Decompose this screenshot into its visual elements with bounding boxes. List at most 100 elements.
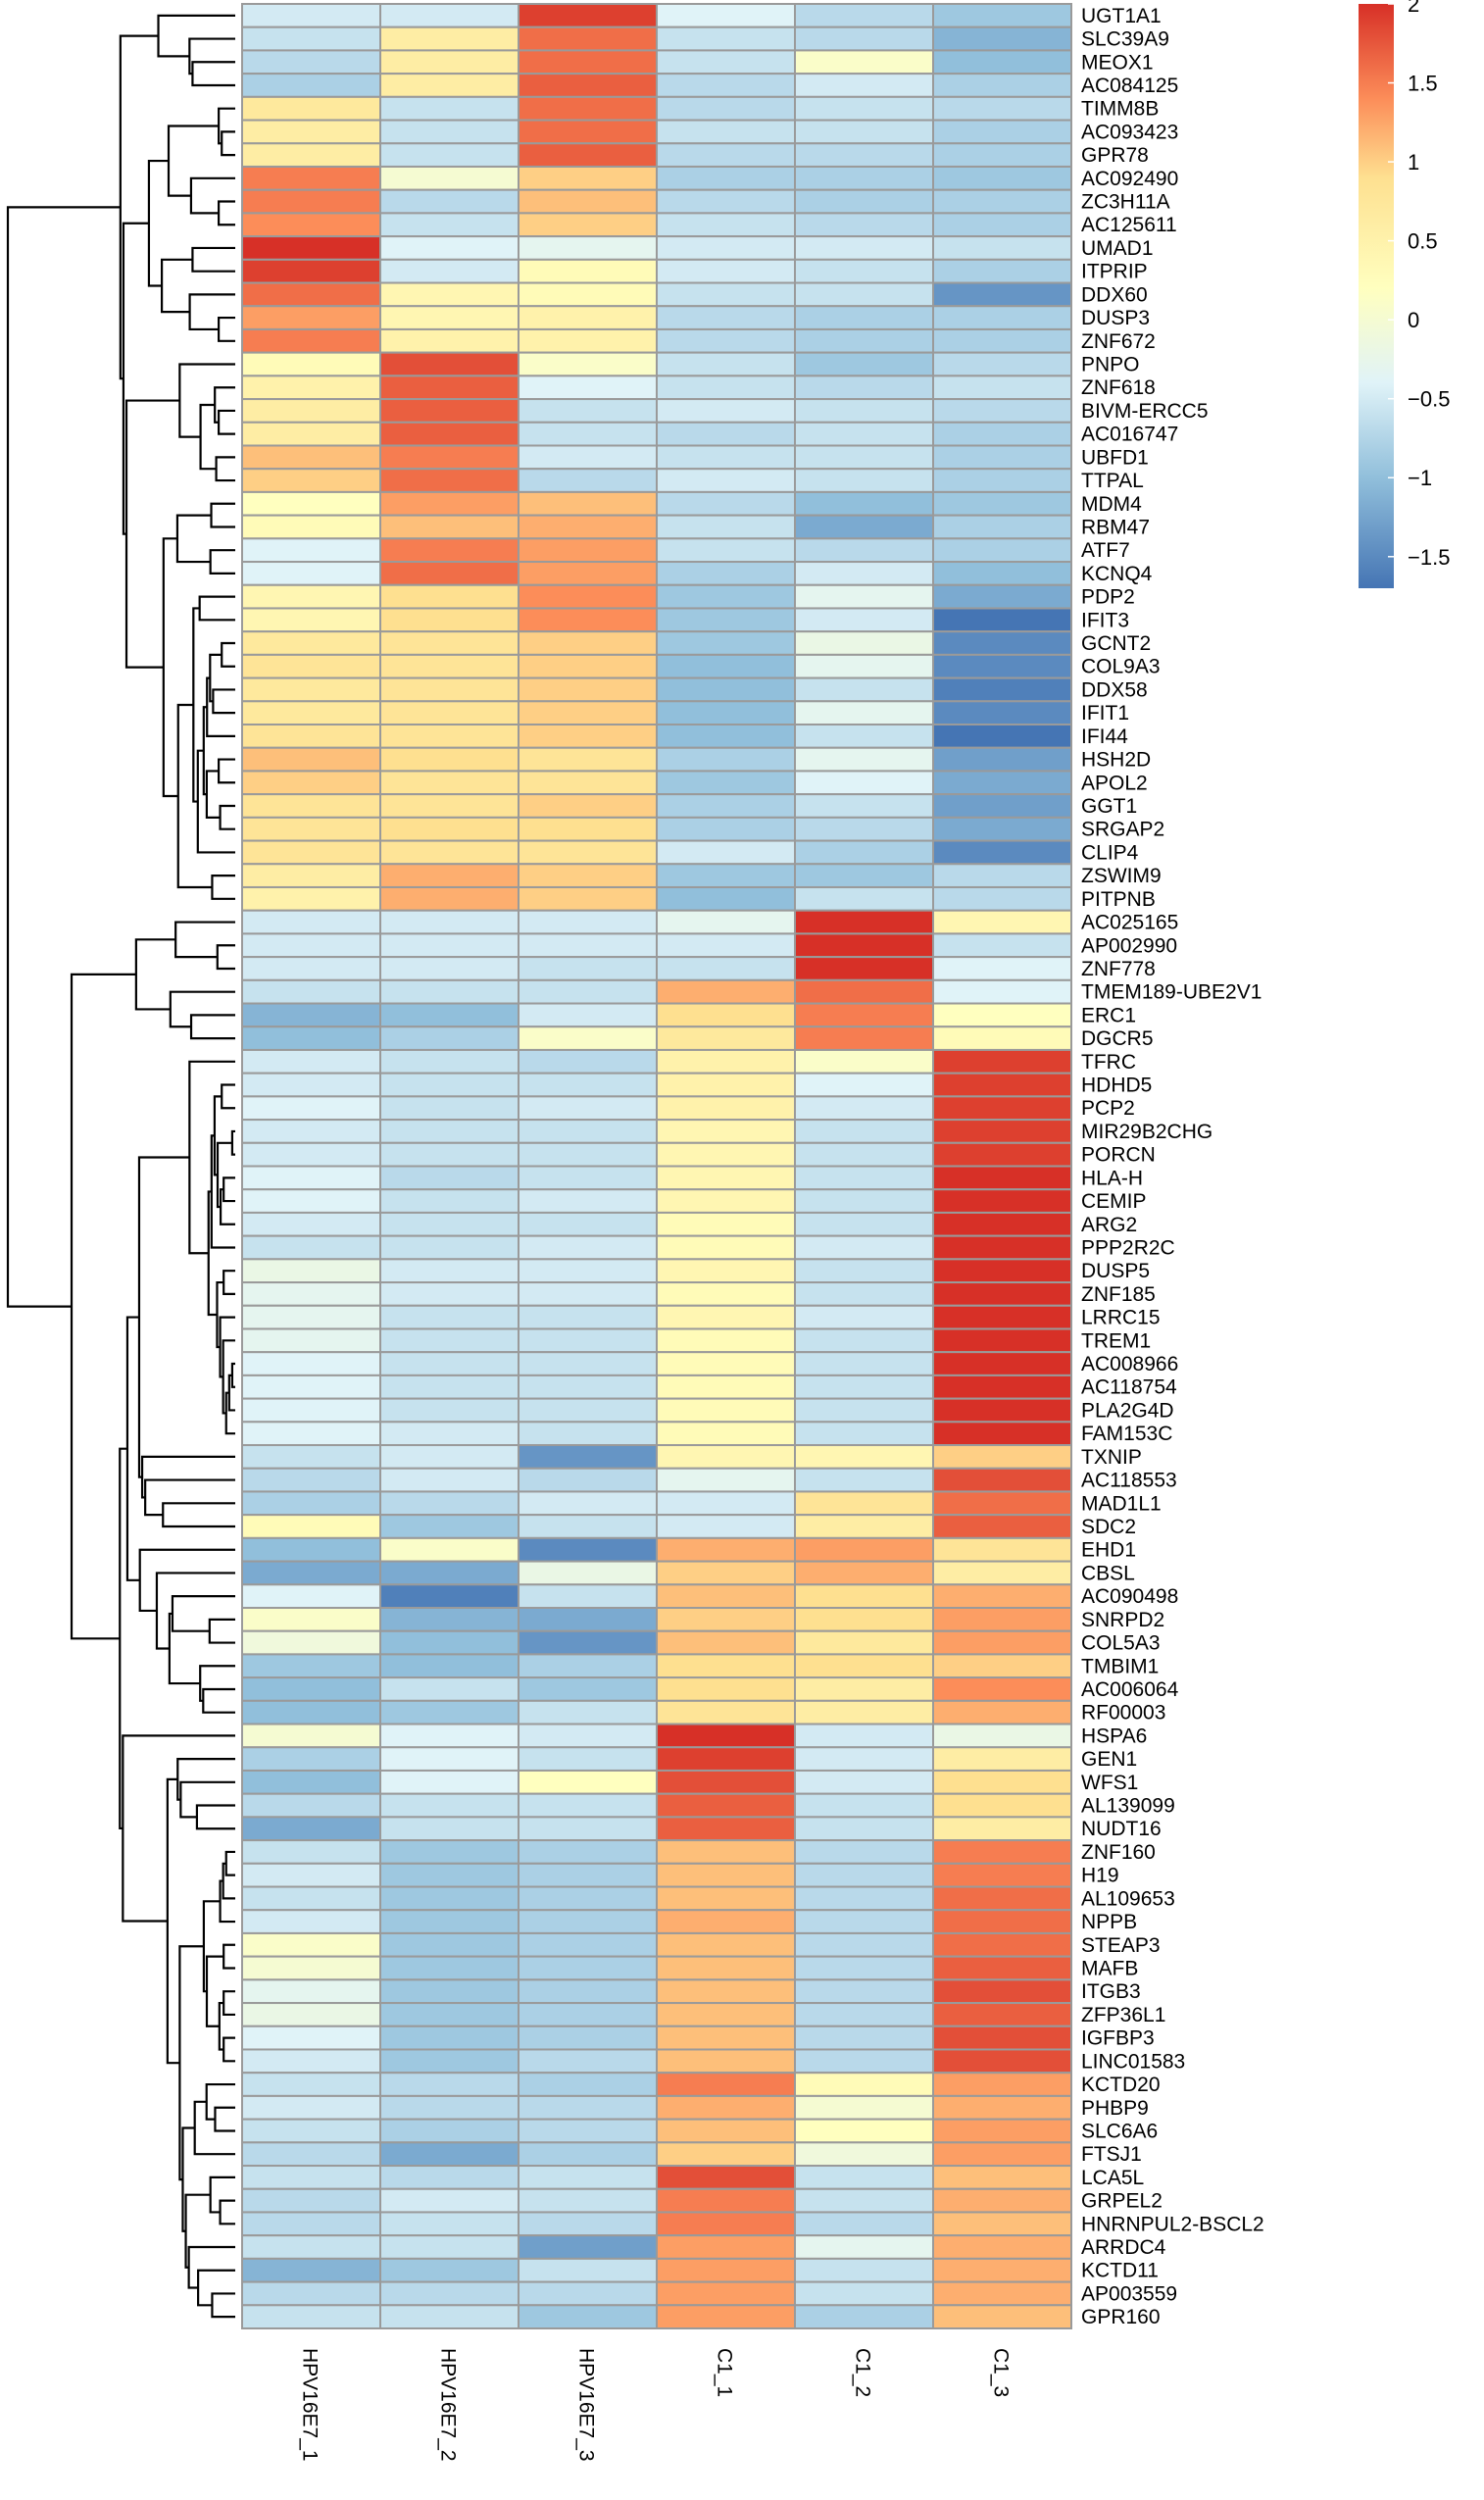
heatmap-cell xyxy=(518,305,658,330)
heatmap-cell xyxy=(932,1211,1072,1237)
row-label: PLA2G4D xyxy=(1081,1399,1174,1422)
heatmap-cell xyxy=(379,1002,519,1028)
heatmap-cell xyxy=(518,1211,658,1237)
heatmap-cell xyxy=(379,1839,519,1865)
heatmap-cell xyxy=(932,468,1072,493)
dendrogram-branch xyxy=(223,1990,235,2017)
heatmap-cell xyxy=(379,1723,519,1749)
heatmap-cell xyxy=(932,2165,1072,2190)
heatmap-cell xyxy=(794,978,934,1005)
heatmap-cell xyxy=(518,1676,658,1702)
heatmap-cell xyxy=(518,793,658,819)
heatmap-cell xyxy=(932,1490,1072,1517)
heatmap-cell xyxy=(794,839,934,866)
heatmap-cell xyxy=(794,1583,934,1609)
heatmap-cell xyxy=(241,1095,381,1122)
heatmap-cell xyxy=(794,1560,934,1586)
heatmap-cell xyxy=(241,49,381,75)
heatmap-cell xyxy=(518,932,658,959)
heatmap-cell xyxy=(379,676,519,703)
heatmap-cell xyxy=(794,793,934,819)
heatmap-cell xyxy=(656,1978,796,2005)
heatmap-cell xyxy=(518,165,658,191)
heatmap-cell xyxy=(518,327,658,354)
heatmap-cell xyxy=(932,1141,1072,1168)
heatmap-cell xyxy=(241,165,381,191)
heatmap-cell xyxy=(932,2257,1072,2283)
heatmap-cell xyxy=(932,724,1072,749)
heatmap-cell xyxy=(794,258,934,284)
row-label: GCNT2 xyxy=(1081,632,1151,655)
row-label: PCP2 xyxy=(1081,1097,1135,1120)
row-label: AC006064 xyxy=(1081,1678,1179,1701)
heatmap-cell xyxy=(518,1978,658,2005)
row-label: PDP2 xyxy=(1081,586,1135,609)
row-label: GPR160 xyxy=(1081,2306,1161,2328)
heatmap-cell xyxy=(794,421,934,447)
heatmap-cell xyxy=(932,2002,1072,2027)
row-label: AC118754 xyxy=(1081,1376,1177,1399)
heatmap-cell xyxy=(518,863,658,888)
heatmap-cell xyxy=(379,444,519,471)
row-label: CLIP4 xyxy=(1081,841,1139,864)
heatmap-cell xyxy=(656,490,796,517)
heatmap-cell xyxy=(932,978,1072,1005)
heatmap-cell xyxy=(794,1629,934,1656)
heatmap-cell xyxy=(656,212,796,238)
heatmap-cell xyxy=(518,1560,658,1586)
heatmap-cell xyxy=(932,1514,1072,1539)
heatmap-cell xyxy=(241,1188,381,1214)
heatmap-cell xyxy=(518,444,658,471)
dendrogram-branch xyxy=(216,1141,232,1209)
heatmap-cell xyxy=(932,281,1072,308)
dendrogram-branch xyxy=(209,549,235,575)
heatmap-cell xyxy=(932,1839,1072,1865)
heatmap-cell xyxy=(379,1606,519,1632)
heatmap-cell xyxy=(932,398,1072,424)
heatmap-cell xyxy=(794,770,934,796)
heatmap-cell xyxy=(241,724,381,749)
heatmap-cell xyxy=(932,258,1072,284)
dendrogram-branch xyxy=(70,973,136,1640)
heatmap-cell xyxy=(379,1421,519,1447)
heatmap-cell xyxy=(241,978,381,1005)
row-label: ZNF618 xyxy=(1081,376,1156,399)
heatmap-cell xyxy=(518,212,658,238)
heatmap-cell xyxy=(932,1025,1072,1051)
heatmap-cell xyxy=(241,3,381,28)
heatmap-cell xyxy=(518,2025,658,2051)
heatmap-cell xyxy=(518,1119,658,1144)
heatmap-cell xyxy=(379,932,519,959)
heatmap-cell xyxy=(379,2234,519,2260)
heatmap-cell xyxy=(794,398,934,424)
dendrogram-branch xyxy=(218,200,235,226)
heatmap-cell xyxy=(241,327,381,354)
heatmap-cell xyxy=(932,2118,1072,2144)
heatmap-cell xyxy=(241,351,381,377)
heatmap-cell xyxy=(656,2257,796,2283)
dendrogram-branch xyxy=(166,1777,180,2065)
heatmap-cell xyxy=(518,561,658,586)
heatmap-cell xyxy=(241,1048,381,1075)
heatmap-cell xyxy=(932,1188,1072,1214)
heatmap-cell xyxy=(518,1769,658,1795)
heatmap-cell xyxy=(379,1141,519,1168)
legend-tick-label: 1 xyxy=(1408,150,1419,175)
heatmap-cell xyxy=(518,1792,658,1819)
row-label: UMAD1 xyxy=(1081,237,1154,260)
heatmap-cell xyxy=(518,839,658,866)
row-label: GEN1 xyxy=(1081,1748,1137,1771)
heatmap-cell xyxy=(932,1676,1072,1702)
heatmap-cell xyxy=(932,1327,1072,1354)
heatmap-cell xyxy=(794,73,934,98)
row-label: AC008966 xyxy=(1081,1353,1178,1375)
heatmap-cell xyxy=(932,1606,1072,1632)
legend-color-bar xyxy=(1359,4,1394,588)
dendrogram-branch xyxy=(162,537,178,798)
heatmap-cell xyxy=(794,1351,934,1376)
heatmap-cell xyxy=(932,793,1072,819)
dendrogram-branch xyxy=(207,1190,218,1317)
heatmap-cell xyxy=(932,305,1072,330)
heatmap-cell xyxy=(241,73,381,98)
heatmap-cell xyxy=(656,932,796,959)
